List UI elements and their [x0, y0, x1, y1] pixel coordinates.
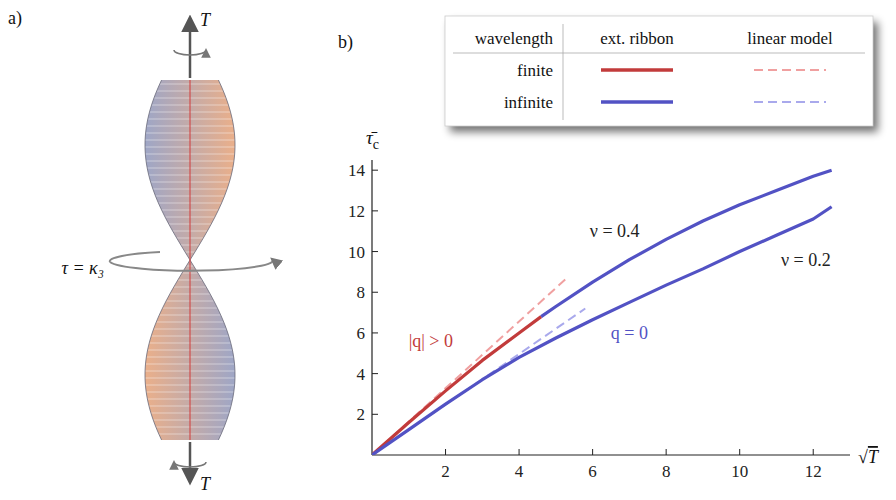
y-tick-label: 4 — [357, 365, 366, 384]
rotation-arrow — [174, 50, 206, 55]
annotation: ν = 0.4 — [590, 221, 640, 241]
force-label: T — [200, 474, 212, 494]
ribbon-edge — [145, 80, 235, 440]
y-tick — [372, 251, 378, 252]
x-tick-label: 2 — [441, 462, 450, 481]
x-tick-label: 4 — [515, 462, 524, 481]
x-tick — [739, 449, 740, 455]
rotation-arrow — [174, 462, 206, 467]
y-tick-label: 8 — [357, 283, 366, 302]
series-line — [541, 170, 831, 316]
ribbon-edge — [145, 80, 235, 440]
x-axis-title: √T — [858, 447, 880, 467]
y-tick — [372, 373, 378, 374]
axes: 2 4 6 8 10 12 2 4 6 8 10 12 14 — [348, 160, 850, 481]
y-axis — [371, 160, 372, 455]
y-tick-label: 10 — [348, 243, 365, 262]
twist-arrow — [110, 259, 273, 271]
series-line — [372, 317, 541, 455]
ribbon-centerline — [190, 80, 191, 440]
annotation: |q| > 0 — [409, 331, 453, 351]
figure: a)TTτ = κ₃b)246810122468101214√Tτ̄cν = 0… — [0, 0, 896, 500]
force-label: T — [200, 10, 212, 30]
force-arrow — [189, 442, 192, 482]
y-tick — [372, 210, 378, 211]
y-tick-label: 6 — [357, 324, 366, 343]
legend-rule — [453, 53, 865, 54]
y-tick — [372, 170, 378, 171]
x-tick-label: 6 — [588, 462, 597, 481]
series-line — [372, 278, 567, 455]
x-tick — [592, 449, 593, 455]
legend: wavelength ext. ribbon linear model finite i… — [445, 16, 878, 132]
y-axis-title: τ̄c — [366, 127, 379, 152]
legend-header: wavelength — [475, 29, 554, 48]
y-tick-label: 2 — [357, 405, 366, 424]
series-line — [372, 207, 832, 455]
x-tick-label: 8 — [662, 462, 671, 481]
legend-swatch — [754, 101, 826, 103]
legend-swatch — [601, 100, 673, 104]
x-tick-label: 12 — [805, 462, 822, 481]
y-tick-label: 12 — [348, 202, 365, 221]
y-axis-title-part: c — [373, 137, 379, 152]
x-axis-title-part: T — [868, 447, 880, 467]
legend-header: linear model — [747, 29, 833, 48]
legend-row: finite — [517, 61, 553, 80]
annotation: ν = 0.2 — [781, 250, 831, 270]
y-tick — [372, 332, 378, 333]
annotation: q = 0 — [611, 323, 648, 343]
y-tick — [372, 292, 378, 293]
legend-header: ext. ribbon — [600, 29, 674, 48]
y-tick-label: 14 — [348, 161, 366, 180]
legend-box — [445, 16, 873, 126]
twist-arrow — [110, 252, 160, 262]
x-axis-title-part: √ — [858, 447, 868, 467]
series-group — [372, 170, 832, 455]
x-tick — [666, 449, 667, 455]
x-tick-label: 10 — [731, 462, 748, 481]
legend-row: infinite — [504, 93, 553, 112]
legend-rule — [563, 24, 564, 120]
legend-swatch — [754, 69, 826, 71]
x-axis — [372, 454, 850, 455]
force-arrow — [189, 18, 192, 78]
x-tick — [813, 449, 814, 455]
legend-swatch — [601, 68, 673, 72]
y-tick — [372, 414, 378, 415]
x-tick — [519, 449, 520, 455]
panel-label: a) — [8, 8, 22, 29]
panel-label: b) — [338, 32, 353, 53]
twist-label: τ = κ₃ — [62, 258, 105, 278]
ribbon — [145, 80, 235, 440]
x-tick — [445, 449, 446, 455]
